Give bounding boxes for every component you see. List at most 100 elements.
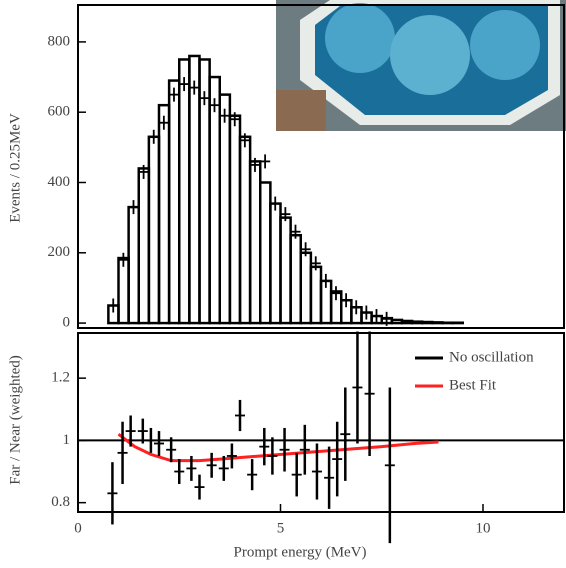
histogram-bar [147, 135, 161, 325]
x-tick-label: 0 [74, 520, 82, 536]
data-point [340, 387, 351, 481]
data-point [320, 273, 331, 288]
y-tick-label: 200 [48, 244, 71, 260]
data-point [361, 305, 372, 320]
data-point [128, 200, 139, 215]
data-point [168, 87, 180, 102]
data-point [108, 298, 119, 313]
data-point [332, 421, 343, 497]
data-point [260, 154, 271, 169]
histogram-bar [157, 103, 171, 325]
bottom-panel: 0.8 1 1.2 0 5 10 No oscillation Best Fit [51, 331, 564, 544]
data-point [218, 455, 229, 481]
data-point [279, 427, 290, 472]
data-point [209, 98, 220, 113]
data-point [107, 462, 118, 525]
data-point [125, 415, 136, 447]
data-point [206, 452, 217, 478]
y-axis-label: Events / 0.25MeV [7, 113, 23, 223]
data-point [352, 331, 363, 444]
data-point [239, 133, 250, 148]
data-point [154, 431, 164, 456]
data-point [194, 474, 205, 500]
legend-label: No oscillation [449, 349, 534, 365]
histogram-bar [421, 320, 434, 325]
data-point [145, 427, 156, 453]
y-tick-label: 800 [48, 33, 71, 49]
data-point [290, 224, 301, 239]
histogram-bar [208, 75, 221, 325]
data-point [174, 459, 185, 484]
data-point [341, 293, 352, 308]
histogram-bar [178, 58, 191, 325]
data-point [117, 421, 128, 484]
histogram-bar [289, 233, 302, 325]
y-tick-label: 1.2 [51, 370, 70, 386]
y-axis-label: Far / Near (weighted) [7, 355, 23, 485]
detector [470, 10, 540, 80]
data-point [235, 399, 245, 432]
data-point [371, 309, 382, 324]
histogram-bar [309, 265, 323, 325]
x-axis-label: Prompt energy (MeV) [233, 544, 366, 560]
histogram-bar [431, 321, 444, 325]
data-point [300, 242, 311, 257]
inset-photo [276, 0, 566, 131]
histogram-bar [410, 320, 424, 325]
data-point [381, 311, 392, 326]
detector [325, 3, 395, 73]
detector [390, 15, 470, 95]
data-point [148, 129, 159, 144]
data-point [291, 452, 302, 497]
data-point [364, 331, 375, 456]
y-tick-label: 400 [48, 174, 71, 190]
data-point [219, 108, 230, 123]
histogram-bar [188, 54, 201, 325]
data-point [249, 157, 261, 172]
legend-label: Best Fit [449, 377, 497, 393]
histogram-bar [167, 79, 181, 325]
y-tick-label: 600 [48, 104, 71, 120]
x-tick-label: 5 [277, 520, 285, 536]
top-frame [77, 4, 565, 329]
histogram-bar [259, 181, 272, 325]
histogram-bar [218, 93, 232, 325]
y-tick-label: 0 [63, 315, 71, 331]
floor [276, 90, 326, 131]
histogram-bar [127, 205, 140, 325]
data-point [247, 459, 258, 491]
top-panel: 0 200 400 600 800 [48, 33, 464, 331]
x-tick-label: 10 [476, 520, 491, 536]
data-point [351, 300, 362, 315]
data-point [138, 164, 149, 179]
data-point [311, 443, 322, 500]
data-point [299, 424, 310, 475]
data-point [310, 256, 321, 271]
data-point [137, 418, 148, 444]
data-point [179, 77, 190, 92]
data-point [384, 387, 395, 544]
data-point [189, 80, 200, 95]
y-tick-label: 1 [63, 432, 71, 448]
data-point [199, 91, 210, 106]
histogram-bar [400, 319, 414, 325]
data-point [229, 112, 240, 127]
data-point [158, 115, 169, 130]
data-point [267, 437, 278, 475]
y-tick-label: 0.8 [51, 494, 70, 510]
histogram-bar [390, 318, 404, 325]
data-point [324, 446, 335, 509]
bottom-frame [77, 332, 565, 513]
data-point [186, 455, 197, 481]
data-point [226, 443, 237, 469]
histogram-bar [279, 216, 292, 325]
series-line [117, 432, 439, 463]
data-point [118, 252, 129, 267]
data-point [166, 437, 177, 463]
histogram-bar [269, 202, 282, 325]
histogram-bar [238, 135, 252, 325]
histogram-bar [228, 114, 242, 325]
histogram-bar [248, 160, 262, 325]
data-point [259, 427, 270, 466]
